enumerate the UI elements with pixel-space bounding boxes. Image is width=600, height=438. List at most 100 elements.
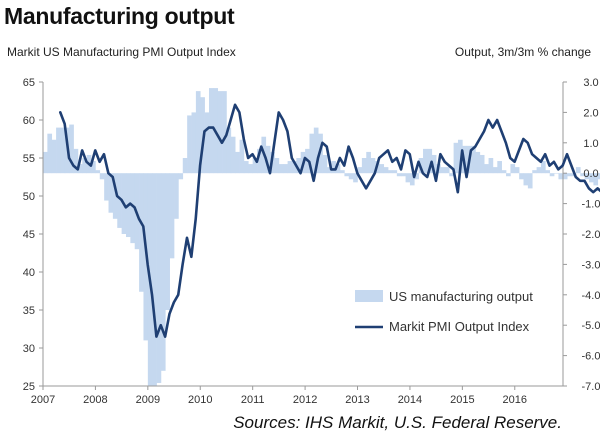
output-bar: [392, 170, 398, 174]
legend: US manufacturing output Markit PMI Output…: [355, 289, 533, 334]
right-tick-label: -5.0: [582, 320, 600, 332]
output-bar: [77, 164, 83, 174]
output-bar: [265, 145, 271, 174]
output-bar: [191, 112, 197, 174]
x-tick-label: 2012: [293, 394, 317, 406]
output-bar: [536, 167, 542, 174]
output-bar: [239, 139, 245, 174]
output-bar: [527, 173, 533, 189]
output-bar: [165, 173, 170, 310]
output-bar: [182, 158, 188, 174]
legend-label-line: Markit PMI Output Index: [389, 319, 530, 334]
left-tick-label: 55: [23, 153, 35, 165]
output-bar: [567, 173, 572, 177]
output-bar: [370, 158, 376, 174]
output-bar: [99, 173, 105, 180]
output-bar: [200, 97, 205, 174]
output-bar: [130, 173, 136, 244]
x-tick-label: 2008: [83, 394, 107, 406]
left-tick-label: 45: [23, 229, 35, 241]
output-bar: [492, 167, 498, 174]
output-bar: [484, 164, 489, 174]
bars-layer: [43, 88, 600, 386]
output-bar: [313, 127, 319, 174]
output-bar: [340, 170, 345, 174]
output-bar: [322, 154, 328, 174]
left-axis-caption: Markit US Manufacturing PMI Output Index: [7, 45, 236, 59]
line-layer: [58, 103, 600, 338]
output-bar: [357, 167, 363, 174]
x-tick-label: 2010: [188, 394, 212, 406]
output-bar: [56, 127, 61, 174]
output-bar: [562, 173, 568, 180]
output-bar: [208, 88, 214, 174]
output-bar: [427, 148, 433, 174]
left-tick-label: 25: [23, 381, 35, 393]
output-bar: [540, 161, 546, 174]
output-bar: [593, 173, 599, 186]
output-bar: [104, 173, 109, 201]
output-bar: [226, 127, 232, 174]
left-tick-label: 65: [23, 77, 35, 89]
legend-swatch-bars: [355, 290, 383, 302]
output-bar: [510, 164, 516, 174]
right-tick-label: 0.0: [583, 168, 598, 180]
output-bar: [178, 173, 184, 180]
output-bar: [257, 148, 262, 174]
output-bar: [195, 91, 201, 174]
output-bar: [597, 173, 600, 180]
output-bar: [440, 167, 446, 174]
left-tick-label: 50: [23, 191, 35, 203]
output-bar: [248, 164, 253, 174]
output-bar: [545, 170, 551, 174]
output-bar: [95, 170, 101, 174]
output-bar: [108, 173, 114, 213]
output-bar: [501, 170, 507, 174]
right-tick-label: -4.0: [582, 290, 600, 302]
output-bar: [348, 173, 354, 180]
output-bar: [401, 173, 406, 177]
output-bar: [523, 173, 529, 186]
output-bar: [152, 173, 157, 386]
output-bar: [160, 173, 166, 371]
output-bar: [361, 158, 367, 174]
source-note: Sources: IHS Markit, U.S. Federal Reserv…: [233, 413, 562, 432]
output-bar: [580, 173, 585, 177]
output-bar: [47, 133, 53, 174]
left-tick-label: 40: [23, 267, 35, 279]
output-bar: [475, 151, 481, 174]
output-bar: [296, 158, 302, 174]
output-bar: [554, 173, 559, 174]
x-tick-label: 2007: [31, 394, 55, 406]
output-bar: [291, 161, 297, 174]
output-bar: [243, 161, 249, 174]
right-tick-label: -6.0: [582, 351, 600, 363]
output-bar: [156, 173, 162, 383]
left-tick-label: 60: [23, 115, 35, 127]
output-bar: [366, 151, 371, 174]
output-bar: [222, 91, 227, 174]
left-tick-label: 35: [23, 305, 35, 317]
output-bar: [235, 151, 240, 174]
output-bar: [506, 173, 511, 177]
output-bar: [471, 145, 476, 174]
output-bar: [139, 173, 144, 292]
output-bar: [82, 158, 87, 174]
output-bar: [43, 151, 48, 174]
output-bar: [488, 158, 494, 174]
output-bar: [169, 173, 175, 259]
output-bar: [73, 148, 79, 174]
output-bar: [453, 142, 459, 174]
output-bar: [112, 173, 118, 219]
right-tick-label: 3.0: [583, 77, 598, 89]
right-tick-label: 1.0: [583, 138, 598, 150]
output-bar: [449, 173, 454, 177]
output-bar: [335, 164, 341, 174]
legend-label-bars: US manufacturing output: [389, 289, 533, 304]
output-bar: [431, 154, 437, 174]
output-bar: [331, 161, 336, 174]
output-bar: [309, 133, 315, 174]
right-axis-caption: Output, 3m/3m % change: [454, 45, 591, 59]
output-bar: [405, 173, 411, 183]
